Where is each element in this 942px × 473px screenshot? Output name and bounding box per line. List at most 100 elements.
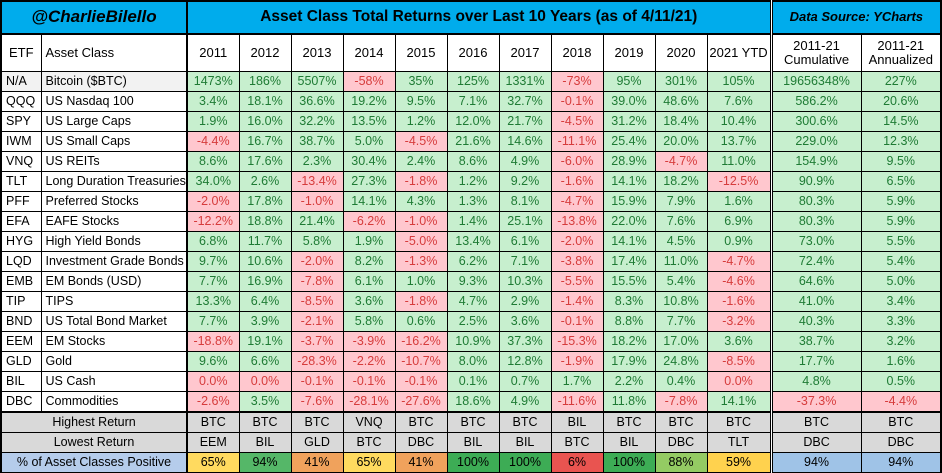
return-cell: -0.1%	[550, 311, 604, 332]
year-column-header: 2011	[186, 33, 240, 72]
percent-positive-cell: 94%	[860, 452, 942, 473]
return-cell: -4.5%	[394, 131, 448, 152]
return-cell: 17.9%	[602, 351, 656, 372]
year-column-header: 2014	[342, 33, 396, 72]
return-cell: 15.5%	[602, 271, 656, 292]
return-cell: 3.6%	[342, 291, 396, 312]
return-cell: 22.0%	[602, 211, 656, 232]
return-cell: 0.1%	[446, 371, 500, 392]
return-cell: 14.5%	[860, 111, 942, 132]
return-cell: 7.6%	[706, 91, 772, 112]
return-cell: 39.0%	[602, 91, 656, 112]
return-cell: 31.2%	[602, 111, 656, 132]
table-row: BIL US Cash 0.0% 0.0% -0.1% -0.1% -0.1% 0.1% 0.7…	[0, 371, 942, 392]
return-cell: 8.8%	[602, 311, 656, 332]
summary-ticker-cell: BTC	[602, 411, 656, 433]
return-cell: 9.2%	[498, 171, 552, 192]
return-cell: -28.3%	[290, 351, 344, 372]
table-row: IWM US Small Caps -4.4% 16.7% 38.7% 5.0% -4.5%…	[0, 131, 942, 152]
asset-class-cell: Commodities	[40, 391, 188, 413]
return-cell: 13.3%	[186, 291, 240, 312]
return-cell: 2.4%	[394, 151, 448, 172]
summary-ticker-cell: GLD	[290, 432, 344, 453]
return-cell: 21.6%	[446, 131, 500, 152]
percent-positive-cell: 100%	[602, 452, 656, 473]
return-cell: 25.1%	[498, 211, 552, 232]
etf-cell: PFF	[0, 191, 42, 212]
etf-cell: SPY	[0, 111, 42, 132]
asset-class-cell: EM Bonds (USD)	[40, 271, 188, 292]
return-cell: -2.1%	[290, 311, 344, 332]
summary-ticker-cell: EEM	[186, 432, 240, 453]
return-cell: 1.3%	[446, 191, 500, 212]
return-cell: 6.6%	[238, 351, 292, 372]
return-cell: -11.6%	[550, 391, 604, 413]
return-cell: -13.4%	[290, 171, 344, 192]
return-cell: 7.6%	[654, 211, 708, 232]
return-cell: 3.4%	[860, 291, 942, 312]
return-cell: 7.7%	[186, 311, 240, 332]
summary-ticker-cell: BTC	[654, 411, 708, 433]
etf-cell: BIL	[0, 371, 42, 392]
return-cell: -13.8%	[550, 211, 604, 232]
year-column-header: 2015	[394, 33, 448, 72]
return-cell: 586.2%	[769, 91, 862, 112]
return-cell: 18.2%	[654, 171, 708, 192]
return-cell: -11.1%	[550, 131, 604, 152]
return-cell: 90.9%	[769, 171, 862, 192]
summary-ticker-cell: BTC	[706, 411, 772, 433]
return-cell: 24.8%	[654, 351, 708, 372]
return-cell: 5.4%	[860, 251, 942, 272]
return-cell: 154.9%	[769, 151, 862, 172]
return-cell: 9.5%	[860, 151, 942, 172]
return-cell: 15.9%	[602, 191, 656, 212]
return-cell: 3.5%	[238, 391, 292, 413]
summary-ticker-cell: BIL	[550, 411, 604, 433]
return-cell: 16.7%	[238, 131, 292, 152]
percent-positive-cell: 88%	[654, 452, 708, 473]
return-cell: -5.5%	[550, 271, 604, 292]
asset-class-cell: Preferred Stocks	[40, 191, 188, 212]
etf-cell: TLT	[0, 171, 42, 192]
column-header-row: ETF Asset Class 2011 2012 2013 2014 2015 2016…	[0, 33, 942, 72]
wide-header-bottom: Cumulative	[784, 52, 850, 67]
etf-cell: BND	[0, 311, 42, 332]
return-cell: 3.4%	[186, 91, 240, 112]
return-cell: -1.0%	[394, 211, 448, 232]
data-source-note: Data Source: YCharts	[769, 0, 942, 35]
table-row: TIP TIPS 13.3% 6.4% -8.5% 3.6% -1.8% 4.7% 2.9% -1…	[0, 291, 942, 312]
table-row: SPY US Large Caps 1.9% 16.0% 32.2% 13.5% 1.2% 1…	[0, 111, 942, 132]
table-row: N/A Bitcoin ($BTC) 1473% 186% 5507% -58% 35% 12…	[0, 71, 942, 92]
return-cell: 2.5%	[446, 311, 500, 332]
return-cell: 30.4%	[342, 151, 396, 172]
etf-cell: IWM	[0, 131, 42, 152]
return-cell: 18.8%	[238, 211, 292, 232]
etf-cell: N/A	[0, 71, 42, 92]
return-cell: -7.6%	[290, 391, 344, 413]
return-cell: 14.6%	[498, 131, 552, 152]
table-row: TLT Long Duration Treasuries 34.0% 2.6% -13.…	[0, 171, 942, 192]
return-cell: 18.4%	[654, 111, 708, 132]
etf-cell: EMB	[0, 271, 42, 292]
summary-ticker-cell: BTC	[342, 432, 396, 453]
return-cell: 1.6%	[706, 191, 772, 212]
return-cell: 80.3%	[769, 211, 862, 232]
return-cell: 38.7%	[290, 131, 344, 152]
return-cell: 7.7%	[654, 311, 708, 332]
return-cell: -0.1%	[290, 371, 344, 392]
return-cell: 1.9%	[186, 111, 240, 132]
author-handle: @CharlieBilello	[0, 0, 188, 35]
return-cell: 14.1%	[602, 231, 656, 252]
return-cell: 14.1%	[342, 191, 396, 212]
return-cell: 21.4%	[290, 211, 344, 232]
return-cell: 1.9%	[342, 231, 396, 252]
return-cell: 17.4%	[602, 251, 656, 272]
return-cell: -0.1%	[550, 91, 604, 112]
return-cell: 3.9%	[238, 311, 292, 332]
table-row: QQQ US Nasdaq 100 3.4% 18.1% 36.6% 19.2% 9.5% 7…	[0, 91, 942, 112]
return-cell: 8.1%	[498, 191, 552, 212]
summary-ticker-cell: BTC	[769, 411, 862, 433]
summary-ticker-cell: BIL	[238, 432, 292, 453]
return-cell: 20.6%	[860, 91, 942, 112]
